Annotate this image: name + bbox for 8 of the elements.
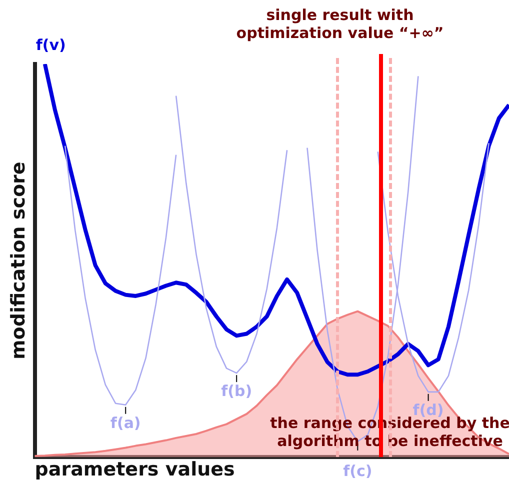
series-label: f(c) <box>343 462 372 480</box>
series-label: f(d) <box>412 400 444 419</box>
y-axis-title: modification score <box>7 162 30 360</box>
text: single result with optimization value “+∞” <box>236 6 444 42</box>
series-label: f(v) <box>36 36 66 54</box>
x-axis-title: parameters values <box>34 458 235 481</box>
series-label: f(b) <box>221 382 252 400</box>
series-label: f(a) <box>110 414 141 432</box>
